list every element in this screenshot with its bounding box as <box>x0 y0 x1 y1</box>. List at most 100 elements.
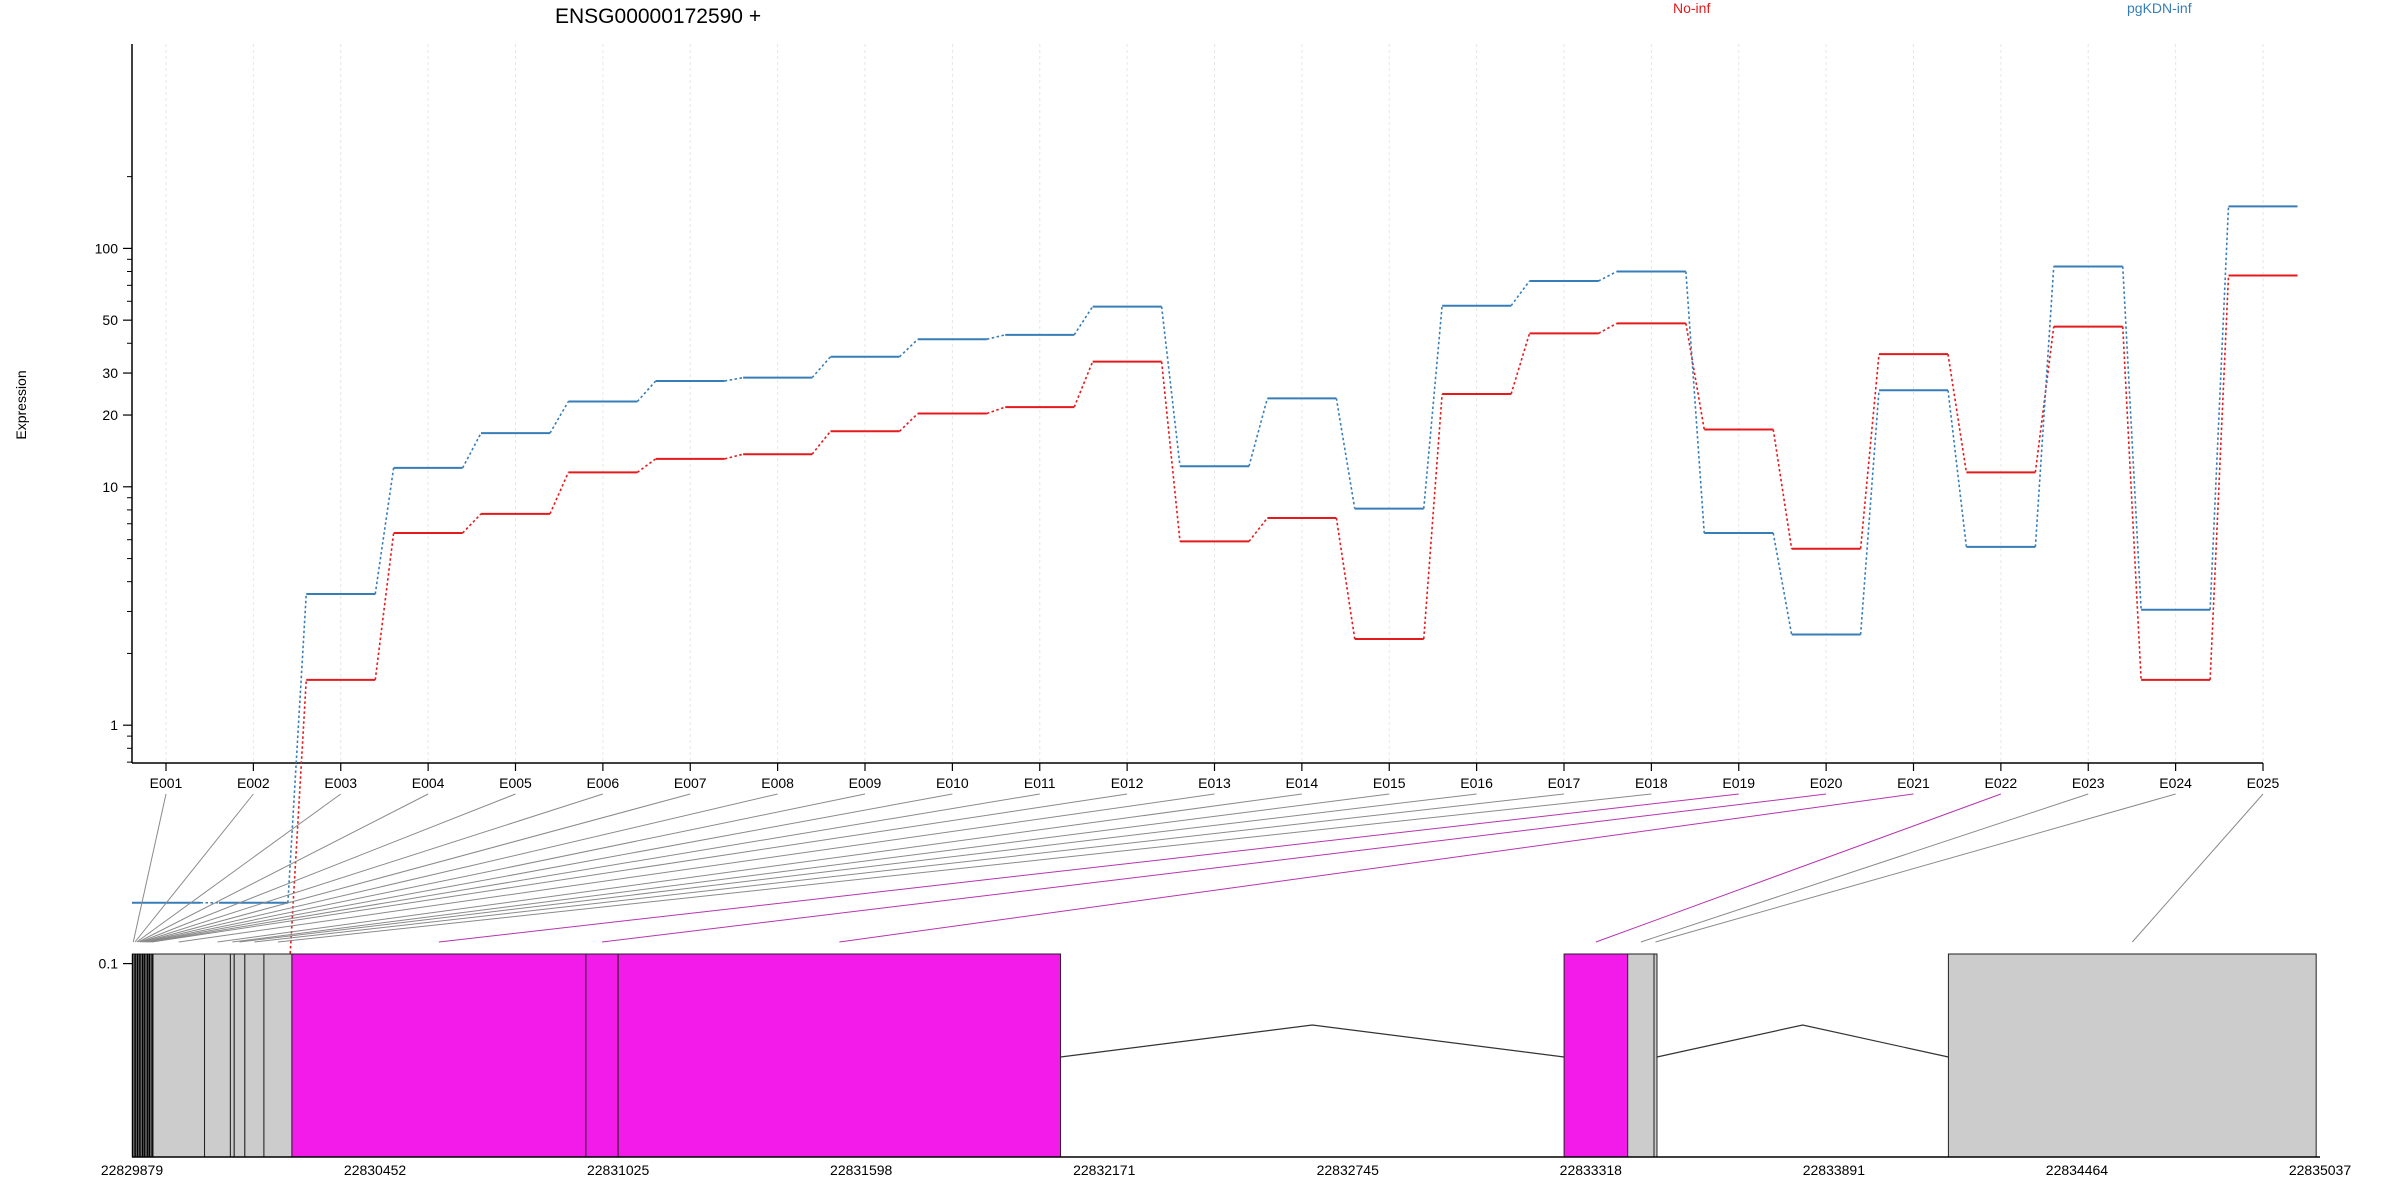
connector-e017 <box>254 793 1565 943</box>
x-tick-label-e004: E004 <box>412 775 445 791</box>
x-axis-ticks: E001 E002 E003 E004 E005 E006 E007 E008 E009 E010… <box>150 763 2280 791</box>
exon-box-e023 <box>1627 953 1655 1158</box>
genomic-tick-label: 22831025 <box>587 1162 650 1178</box>
legend-label-no-inf: No-inf <box>1673 0 1710 16</box>
intron-3 <box>1656 1024 1949 1058</box>
connector-e019 <box>1772 532 1793 635</box>
x-tick-label-e008: E008 <box>761 775 794 791</box>
connector-e018 <box>277 793 1652 943</box>
x-tick-label-e001: E001 <box>150 775 183 791</box>
chart-title: ENSG00000172590 + <box>555 5 761 28</box>
legend-label-pgkdn-inf: pgKDN-inf <box>2127 0 2192 16</box>
connector-e021 <box>839 793 1914 943</box>
genomic-tick-label: 22833891 <box>1803 1162 1866 1178</box>
connector-e024 <box>2209 206 2230 610</box>
exon-box-e016 <box>233 953 246 1158</box>
connector-e009 <box>898 338 919 358</box>
connector-e009 <box>898 412 919 432</box>
series-no-inf <box>132 274 2298 995</box>
x-tick-label-e025: E025 <box>2247 775 2280 791</box>
connector-e009 <box>146 793 866 943</box>
connector-e023 <box>1640 793 2089 943</box>
x-tick-label-e011: E011 <box>1024 775 1056 791</box>
exon-box-e018 <box>263 953 293 1158</box>
y-tick-label: 0.1 <box>99 956 119 972</box>
connector-e010 <box>986 406 1006 415</box>
connector-e022 <box>1595 793 2002 943</box>
connector-e003 <box>374 532 395 680</box>
connector-e002 <box>134 793 254 943</box>
connector-e025 <box>2131 793 2264 943</box>
genomic-tick-label: 22834464 <box>2046 1162 2109 1178</box>
exon-box-e021 <box>617 953 1062 1158</box>
connector-e006 <box>636 380 657 403</box>
y-tick-label: 100 <box>95 240 119 256</box>
connector-e001 <box>132 793 167 943</box>
connector-e005 <box>139 793 516 943</box>
expression-series <box>132 205 2298 995</box>
exon-connector-lines <box>132 793 2264 943</box>
connector-e015 <box>1422 393 1443 640</box>
x-tick-label-e023: E023 <box>2072 775 2105 791</box>
connector-e013 <box>178 793 1215 943</box>
x-tick-label-e019: E019 <box>1722 775 1755 791</box>
genomic-tick-label: 22835037 <box>2289 1162 2352 1178</box>
genomic-tick-label: 22833318 <box>1560 1162 1623 1178</box>
y-tick-label: 30 <box>102 365 118 381</box>
vertical-gridlines <box>165 44 2264 763</box>
genomic-tick-label: 22832745 <box>1317 1162 1380 1178</box>
connector-e019 <box>438 793 1739 943</box>
x-tick-label-e009: E009 <box>849 775 882 791</box>
connector-e023 <box>2121 326 2142 680</box>
connector-e017 <box>1598 270 1618 282</box>
x-tick-label-e005: E005 <box>499 775 532 791</box>
connector-e008 <box>811 356 832 379</box>
exon-box-e013 <box>152 953 206 1158</box>
axes: 0.1 1 10 20 30 50 100 E001 E002 E003 E004 E005 E006… <box>95 44 2280 972</box>
connector-e011 <box>1073 306 1094 336</box>
connector-e024 <box>2209 275 2230 680</box>
y-axis-label: Expression <box>13 370 29 439</box>
connector-e010 <box>148 793 953 943</box>
connector-e012 <box>1160 361 1181 542</box>
connector-e016 <box>1510 280 1531 307</box>
connector-e015 <box>1422 305 1443 509</box>
connector-e018 <box>1685 271 1706 534</box>
connector-e013 <box>1248 517 1269 542</box>
connector-e012 <box>1160 306 1181 467</box>
x-tick-label-e015: E015 <box>1373 775 1406 791</box>
genomic-tick-label: 22830452 <box>344 1162 407 1178</box>
connector-e008 <box>145 793 778 943</box>
connector-e010 <box>986 334 1006 340</box>
y-tick-label: 10 <box>102 479 118 495</box>
connector-e006 <box>636 458 657 473</box>
genomic-tick-label: 22832171 <box>1073 1162 1136 1178</box>
connector-e011 <box>1073 361 1094 408</box>
x-tick-label-e020: E020 <box>1810 775 1843 791</box>
x-tick-label-e010: E010 <box>936 775 969 791</box>
x-tick-label-e003: E003 <box>324 775 357 791</box>
genomic-coordinate-axis: 22829879 22830452 22831025 22831598 22832171… <box>101 1156 2352 1178</box>
connector-e019 <box>1772 429 1793 549</box>
series-pgkdn-inf <box>132 205 2298 904</box>
exon-box-e014 <box>204 953 231 1158</box>
connector-e020 <box>1859 390 1880 635</box>
connector-e005 <box>549 472 570 515</box>
connector-e021 <box>1947 390 1968 547</box>
connector-e004 <box>461 432 482 469</box>
x-tick-label-e012: E012 <box>1111 775 1144 791</box>
exon-box-e015 <box>229 953 235 1158</box>
connector-e012 <box>151 793 1128 943</box>
y-axis-ticks: 0.1 1 10 20 30 50 100 <box>95 176 132 972</box>
x-tick-label-e013: E013 <box>1198 775 1231 791</box>
connector-e007 <box>724 376 744 382</box>
connector-e006 <box>141 793 604 943</box>
connector-e007 <box>724 453 744 460</box>
x-tick-label-e017: E017 <box>1548 775 1581 791</box>
connector-e007 <box>143 793 691 943</box>
connector-e003 <box>136 793 342 943</box>
exon-box-e020 <box>585 953 619 1158</box>
connector-e005 <box>549 401 570 434</box>
exon-box-e019 <box>291 953 587 1158</box>
connector-e016 <box>1510 333 1531 395</box>
